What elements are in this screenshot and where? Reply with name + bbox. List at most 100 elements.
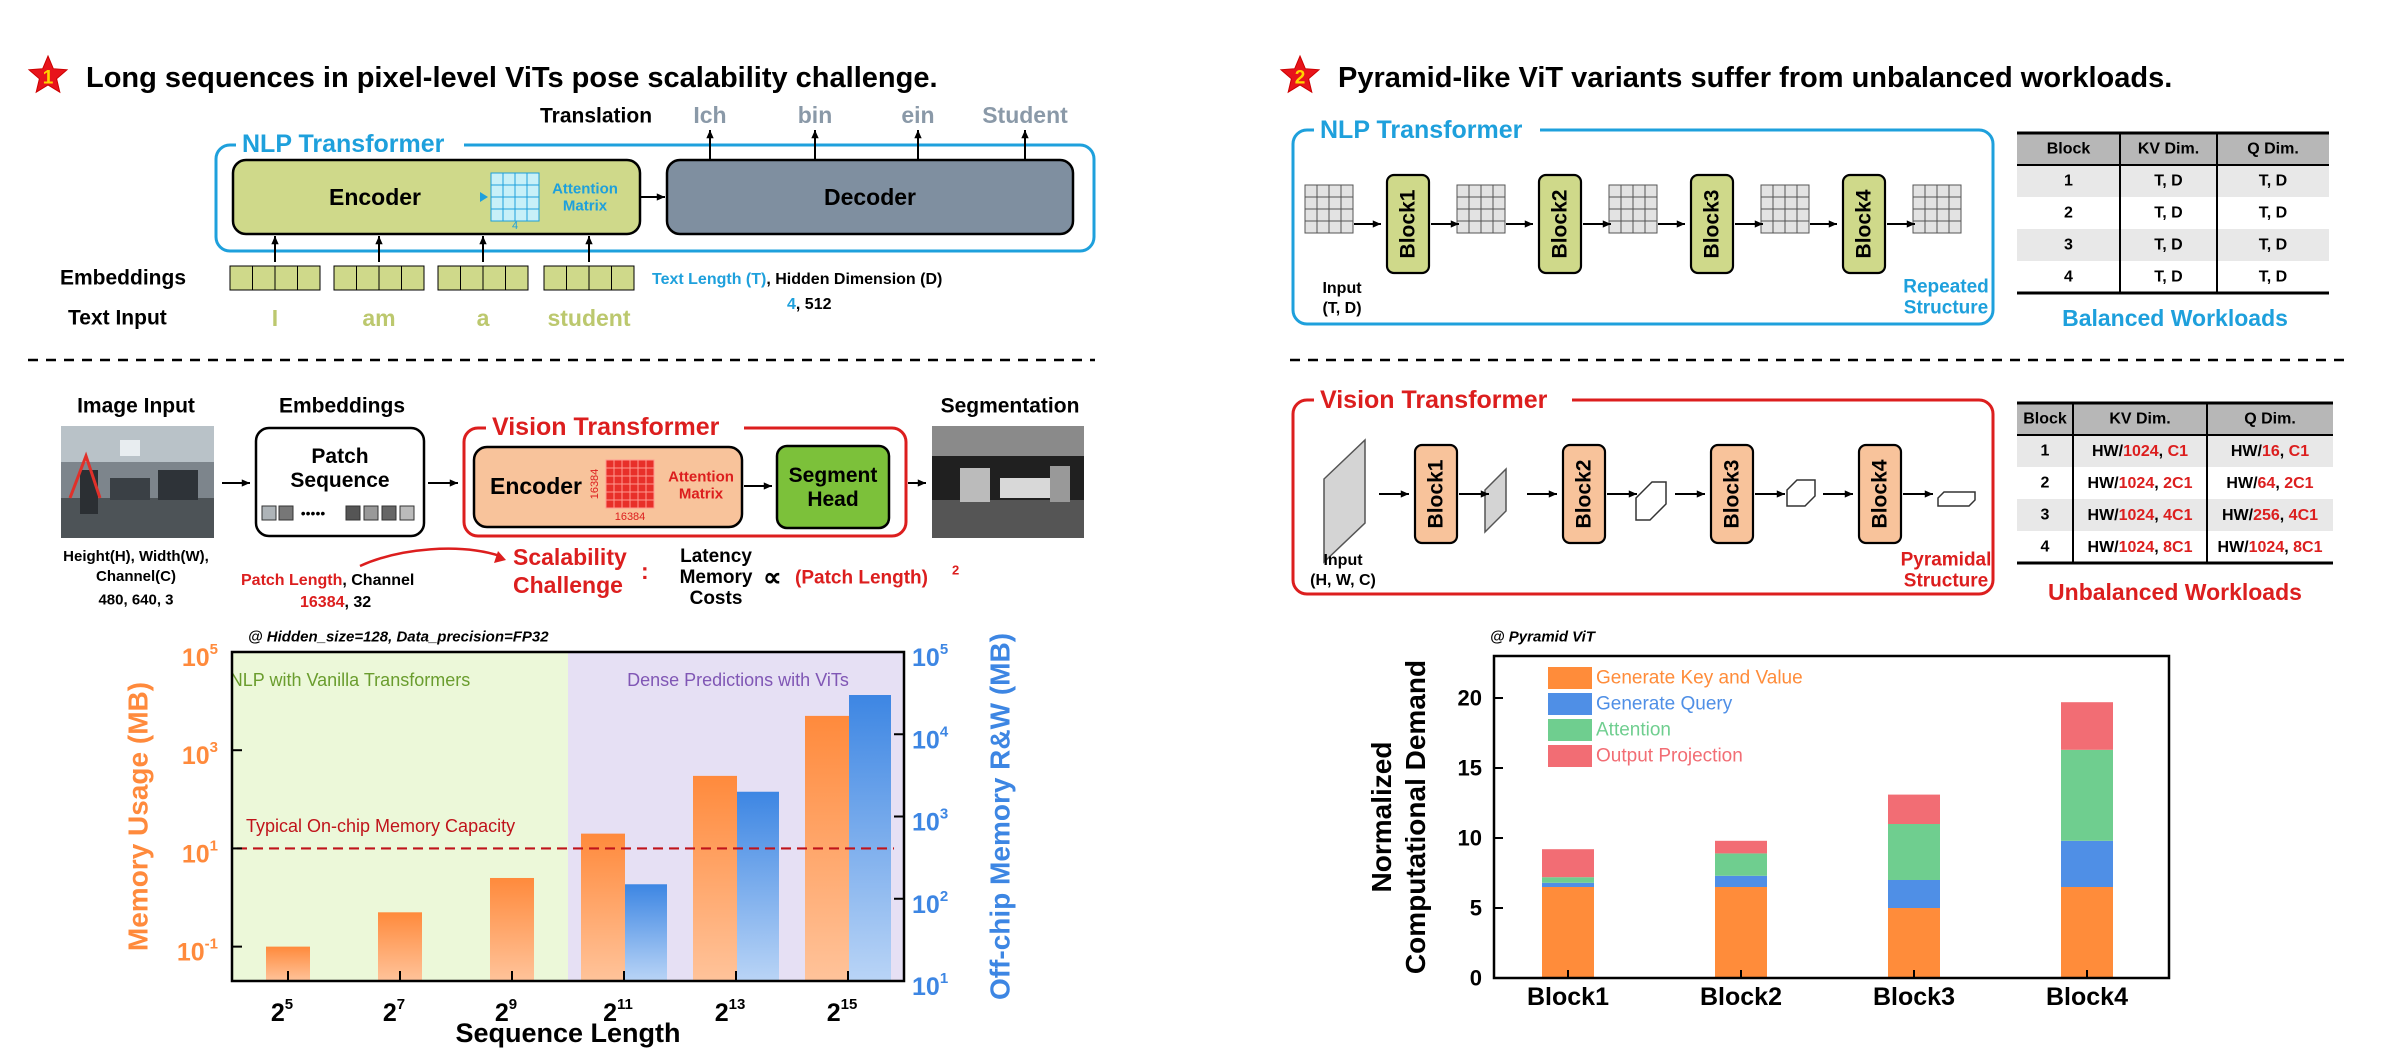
- grid-cell: [1632, 208, 1646, 222]
- grid-cell: [482, 265, 506, 291]
- grid-cell: [1912, 208, 1926, 222]
- block-label: Block4: [1869, 459, 1892, 528]
- memory-usage-bar: [805, 715, 849, 981]
- grid-cell: [1468, 196, 1482, 210]
- grid-cell: [605, 483, 615, 493]
- y-tick-label: 0: [1470, 966, 1482, 991]
- grid-cell: [605, 459, 615, 469]
- legend-swatch: [1548, 745, 1592, 767]
- grid-cell: [1316, 184, 1330, 198]
- stacked-bar-segment: [1715, 887, 1767, 978]
- nlp-table-cell: T, D: [2259, 269, 2287, 286]
- grid-cell: [252, 265, 276, 291]
- patch-tile: [345, 505, 361, 521]
- nlp-table-header-cell: Block: [2047, 141, 2091, 158]
- flow-arrow-head: [1676, 220, 1685, 228]
- badge-2-star-number: 2: [1295, 68, 1306, 89]
- grid-cell: [490, 196, 504, 210]
- grid-cell: [1912, 184, 1926, 198]
- seg-object: [1050, 466, 1070, 502]
- grid-cell: [1796, 208, 1810, 222]
- stacked-bar-segment: [1888, 908, 1940, 978]
- grid-cell: [1340, 196, 1354, 210]
- x-tick-label: Block2: [1700, 983, 1782, 1011]
- photo-object: [158, 470, 198, 500]
- block-label: Block1: [1397, 189, 1420, 258]
- grid-cell: [629, 459, 639, 469]
- grid-cell: [1328, 196, 1342, 210]
- grid-cell: [526, 184, 540, 198]
- stacked-bar-segment: [1715, 875, 1767, 887]
- grid-cell: [1340, 184, 1354, 198]
- grid-cell: [621, 491, 631, 501]
- costs-label: Latency Memory Costs: [680, 546, 753, 609]
- badge-1-star-icon: [27, 54, 69, 94]
- grid-cell: [514, 196, 528, 210]
- grid-cell: [1620, 220, 1634, 234]
- grid-cell: [401, 265, 425, 291]
- grid-cell: [1304, 184, 1318, 198]
- nlp-table-cell: T, D: [2259, 173, 2287, 190]
- nlp-table-cell: T, D: [2154, 269, 2182, 286]
- image-input-label: Image Input: [77, 395, 195, 418]
- legend-swatch: [1548, 693, 1592, 715]
- grid-cell: [637, 491, 647, 501]
- grid-cell: [356, 265, 380, 291]
- stacked-bar-segment: [1542, 849, 1594, 878]
- grid-cell: [229, 265, 253, 291]
- grid-cell: [1644, 184, 1658, 198]
- right-vit-label: Vision Transformer: [1320, 386, 1548, 414]
- grid-cell: [645, 491, 655, 501]
- stacked-bar-segment: [2061, 887, 2113, 978]
- grid-cell: [637, 475, 647, 485]
- decoder-label: Decoder: [824, 184, 916, 210]
- grid-cell: [1796, 220, 1810, 234]
- vit-input-label: Input (H, W, C): [1310, 552, 1376, 589]
- grid-cell: [1772, 220, 1786, 234]
- embedding-arrow-head: [375, 236, 383, 245]
- feature-map-icon: [1635, 481, 1667, 521]
- badge-1-star-number: 1: [43, 68, 54, 89]
- y2-tick-label: 103: [912, 806, 948, 837]
- right-nlp-frame: [1291, 128, 1995, 326]
- grid-cell: [637, 467, 647, 477]
- attention-matrix-icon: [490, 172, 540, 222]
- nlp-label-bg: [236, 130, 464, 162]
- grid-cell: [637, 459, 647, 469]
- stacked-bar-segment: [1888, 824, 1940, 880]
- grid-cell: [1948, 208, 1962, 222]
- patch-length-note: Patch Length, Channel: [241, 572, 414, 589]
- grid-cell: [1936, 208, 1950, 222]
- block-box: [1413, 443, 1459, 545]
- grid-cell: [1316, 196, 1330, 210]
- y-tick-label: 5: [1470, 896, 1482, 921]
- block-label: Block3: [1701, 190, 1724, 259]
- grid-cell: [1772, 196, 1786, 210]
- input-word: am: [362, 305, 395, 331]
- block-label: Block2: [1549, 190, 1572, 259]
- grid-cell: [526, 208, 540, 222]
- grid-cell: [1924, 220, 1938, 234]
- token-matrix-icon: [1304, 184, 1354, 234]
- output-arrow-head: [706, 130, 714, 139]
- vit-table-cell: HW/1024, 4C1: [2088, 507, 2193, 524]
- onchip-capacity-label: Typical On-chip Memory Capacity: [246, 816, 515, 836]
- grid-cell: [621, 467, 631, 477]
- grid-cell: [514, 172, 528, 186]
- scalability-curve-arrow: [359, 547, 501, 568]
- y-tick-label: 101: [182, 837, 218, 868]
- block-box: [1709, 443, 1755, 545]
- flow-arrow-head: [1372, 220, 1381, 228]
- grid-cell: [1480, 208, 1494, 222]
- token-matrix-icon: [1760, 184, 1810, 234]
- grid-cell: [1468, 220, 1482, 234]
- block-label: Block1: [1425, 459, 1448, 528]
- embedding-arrow-head: [271, 236, 279, 245]
- balanced-workloads-label: Balanced Workloads: [2062, 305, 2288, 331]
- block-box: [1857, 443, 1903, 545]
- vit-attention-label: Attention Matrix: [668, 468, 734, 502]
- offchip-rw-bar: [849, 695, 891, 981]
- patch-tile: [363, 505, 379, 521]
- grid-cell: [1632, 184, 1646, 198]
- grid-cell: [645, 499, 655, 509]
